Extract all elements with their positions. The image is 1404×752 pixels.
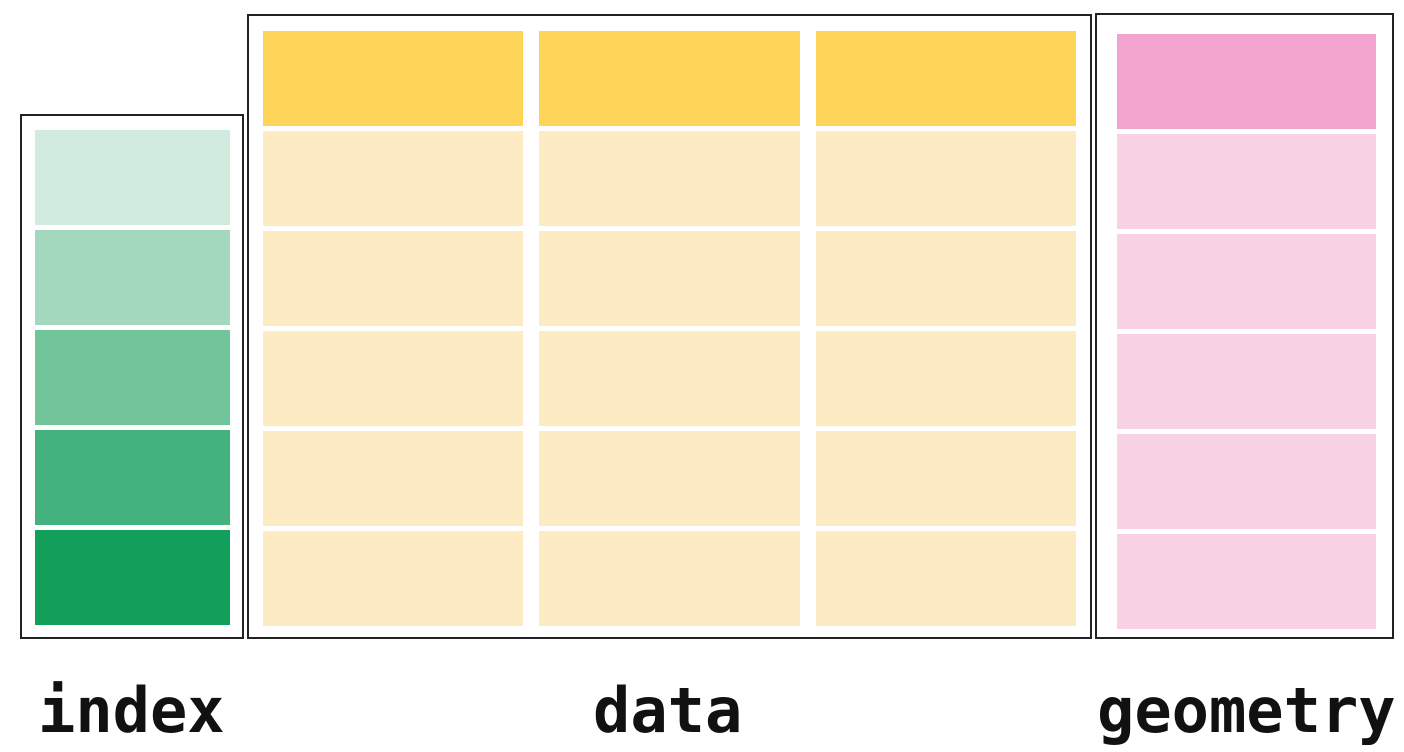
- geometry-frame: [1095, 13, 1394, 639]
- data-header-cell-3: [816, 31, 1076, 126]
- data-cell: [263, 331, 523, 426]
- geometry-cell: [1117, 134, 1376, 229]
- geometry-label: geometry: [1097, 674, 1396, 747]
- data-cell: [816, 331, 1076, 426]
- data-cell: [816, 431, 1076, 526]
- index-frame: [20, 114, 244, 639]
- index-cell-2: [35, 230, 230, 325]
- index-cell-4: [35, 430, 230, 525]
- data-header-cell-1: [263, 31, 523, 126]
- geometry-cell: [1117, 534, 1376, 629]
- data-cell: [539, 431, 800, 526]
- data-cell: [263, 231, 523, 326]
- data-cell: [816, 131, 1076, 226]
- geometry-cell: [1117, 434, 1376, 529]
- data-cell: [539, 531, 800, 626]
- geometry-cell: [1117, 334, 1376, 429]
- geometry-header-cell: [1117, 34, 1376, 129]
- data-header-cell-2: [539, 31, 800, 126]
- data-frame: [247, 14, 1092, 639]
- data-cell: [263, 431, 523, 526]
- data-cell: [263, 531, 523, 626]
- data-label: data: [593, 674, 743, 747]
- geometry-cell: [1117, 234, 1376, 329]
- data-cell: [539, 231, 800, 326]
- index-cell-1: [35, 130, 230, 225]
- index-cell-3: [35, 330, 230, 425]
- data-cell: [263, 131, 523, 226]
- data-cell: [816, 231, 1076, 326]
- index-label: index: [38, 674, 225, 747]
- data-cell: [539, 131, 800, 226]
- data-cell: [539, 331, 800, 426]
- index-cell-5: [35, 530, 230, 625]
- data-cell: [816, 531, 1076, 626]
